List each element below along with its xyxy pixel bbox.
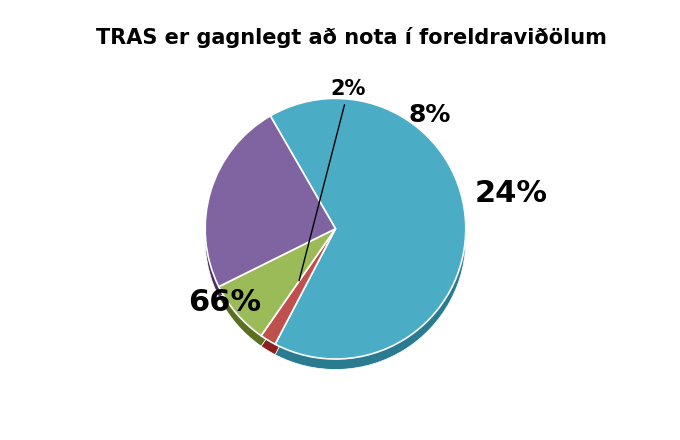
Text: 24%: 24% xyxy=(475,179,548,208)
Wedge shape xyxy=(261,229,335,344)
Wedge shape xyxy=(271,99,466,359)
Text: TRAS er gagnlegt að nota í foreldraviðölum: TRAS er gagnlegt að nota í foreldraviðöl… xyxy=(96,27,607,48)
Wedge shape xyxy=(205,126,335,297)
Text: 2%: 2% xyxy=(299,79,367,281)
Wedge shape xyxy=(219,229,335,336)
Text: 66%: 66% xyxy=(188,289,261,318)
Wedge shape xyxy=(219,239,335,346)
Text: 8%: 8% xyxy=(408,103,450,127)
Wedge shape xyxy=(271,109,466,370)
Wedge shape xyxy=(205,116,335,286)
Wedge shape xyxy=(261,239,335,355)
